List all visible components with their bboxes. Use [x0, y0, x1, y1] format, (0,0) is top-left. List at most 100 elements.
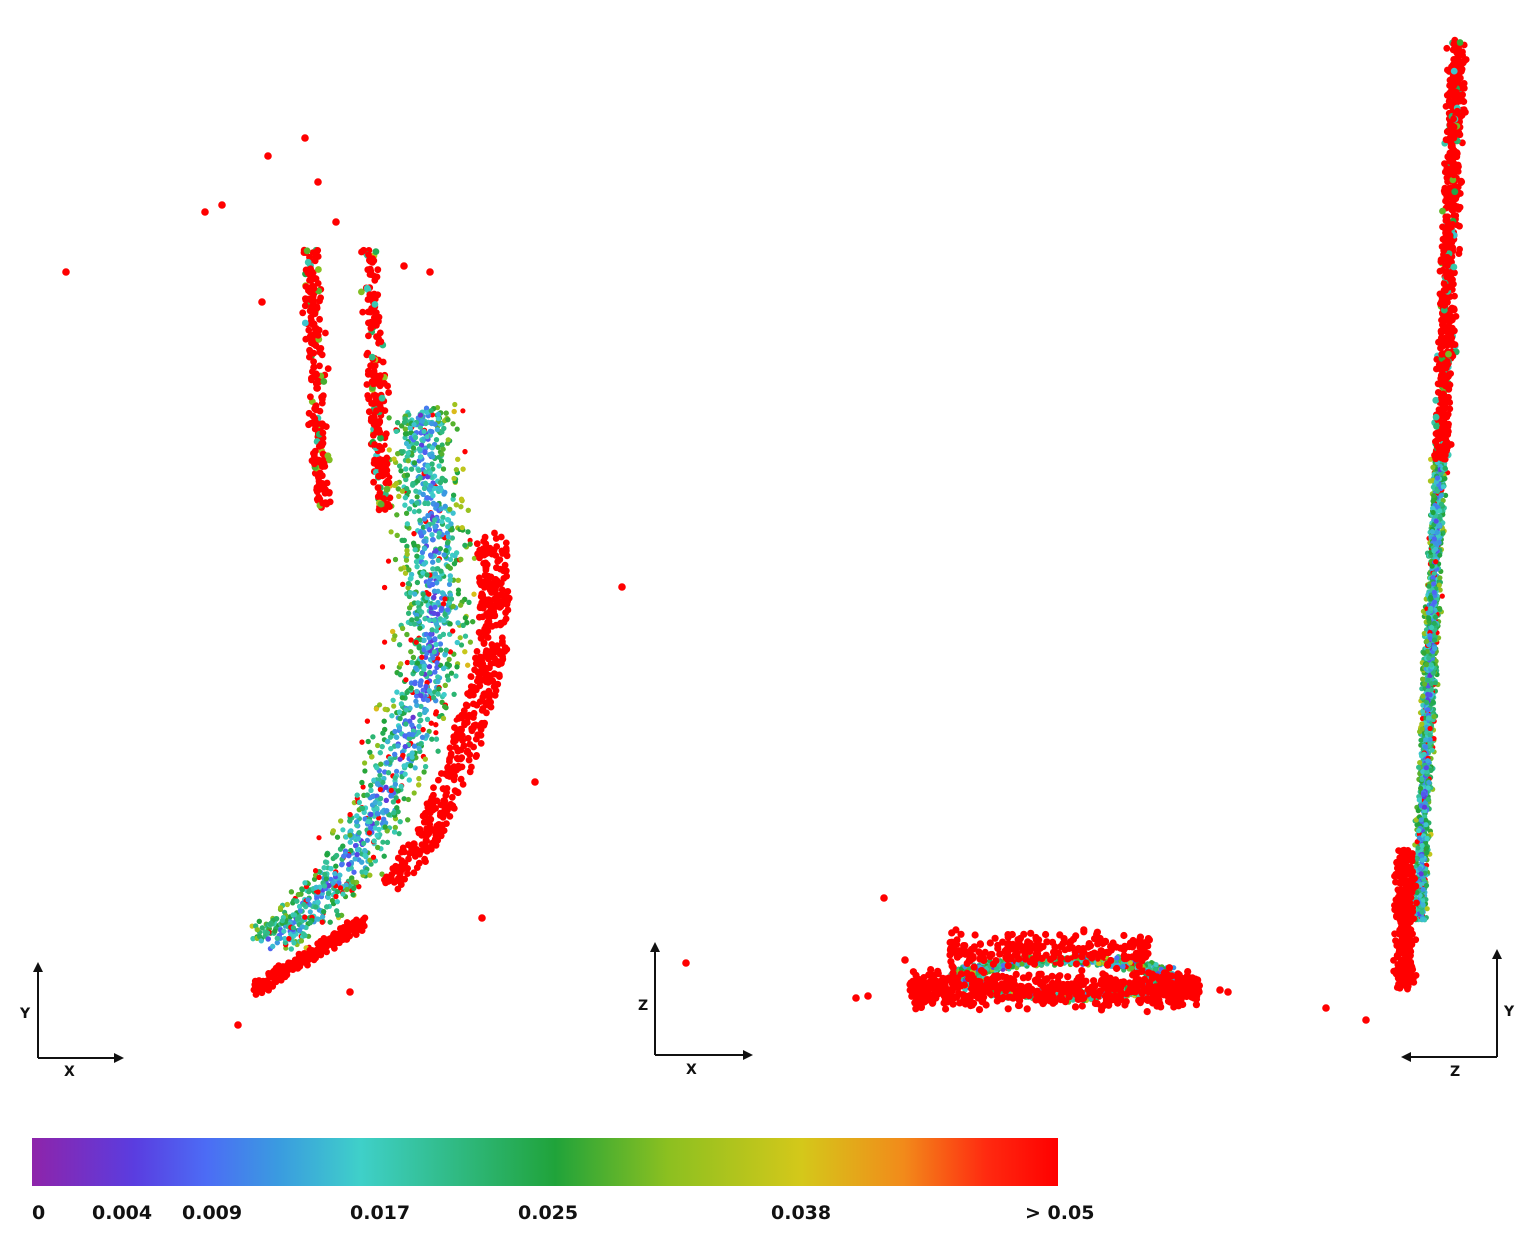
point-cloud-point [306, 277, 313, 284]
point-cloud-point [450, 496, 456, 502]
point-cloud-point [496, 591, 504, 599]
point-cloud-point [302, 914, 308, 920]
point-cloud-point [447, 577, 453, 583]
point-cloud-point [347, 839, 353, 845]
point-cloud-point [311, 325, 319, 333]
point-cloud-point [340, 925, 347, 933]
point-cloud-point [367, 872, 373, 878]
point-cloud-point [392, 633, 398, 639]
point-cloud-point [422, 480, 428, 486]
point-cloud-point [425, 500, 431, 507]
point-cloud-point [401, 796, 407, 802]
point-cloud-point [435, 776, 442, 784]
point-cloud-point [398, 783, 404, 789]
point-cloud-point [378, 394, 386, 402]
point-cloud-point [386, 877, 394, 885]
point-cloud-point [310, 283, 317, 290]
point-cloud-point [419, 734, 426, 740]
point-cloud-point [414, 553, 420, 559]
point-cloud-point [410, 481, 416, 487]
point-cloud-point [408, 637, 414, 643]
point-cloud-point [333, 863, 339, 869]
point-cloud-point [398, 566, 404, 572]
point-cloud-point [367, 749, 373, 755]
point-cloud-point [234, 1021, 242, 1029]
point-cloud-point [404, 440, 410, 447]
point-cloud-point [364, 718, 370, 724]
point-cloud-point [440, 631, 446, 638]
point-cloud-point [324, 904, 330, 910]
point-cloud-point [383, 820, 389, 826]
point-cloud-point [381, 506, 389, 513]
point-cloud-point [374, 793, 380, 799]
point-cloud-point [377, 457, 385, 465]
point-cloud-point [403, 707, 409, 713]
point-cloud-point [473, 648, 481, 655]
point-cloud-point [409, 499, 415, 505]
point-cloud-point [420, 591, 426, 597]
point-cloud-point [363, 869, 369, 876]
point-cloud-point [376, 815, 382, 821]
point-cloud-point [489, 608, 497, 616]
point-cloud-point [430, 784, 437, 791]
point-cloud-point [432, 571, 438, 577]
point-cloud-point [359, 247, 367, 255]
point-cloud-point [288, 889, 294, 895]
point-cloud-point [402, 431, 409, 437]
point-cloud-point [328, 866, 334, 872]
point-cloud-point [446, 581, 453, 588]
point-cloud-point [332, 871, 338, 877]
point-cloud-point [363, 381, 371, 388]
point-cloud-point [482, 678, 490, 686]
point-cloud-point [429, 420, 435, 427]
point-cloud-point [424, 409, 430, 415]
point-cloud-point [447, 506, 453, 512]
point-cloud-point [477, 581, 485, 589]
point-cloud-point [341, 853, 347, 859]
point-cloud-point [411, 852, 419, 860]
point-cloud-point [310, 363, 318, 371]
point-cloud-point [370, 459, 378, 467]
point-cloud-point [458, 602, 464, 608]
point-cloud-point [258, 298, 266, 306]
point-cloud-point [372, 825, 378, 831]
point-cloud-point [432, 636, 438, 642]
point-cloud-point [301, 319, 309, 327]
point-cloud-point [368, 825, 374, 831]
point-cloud-point [465, 529, 471, 535]
point-cloud-point [476, 604, 484, 612]
point-cloud-point [438, 568, 444, 574]
point-cloud-point [363, 284, 371, 292]
point-cloud-point [477, 732, 485, 739]
point-cloud-point [218, 201, 226, 209]
point-cloud-point [316, 835, 322, 841]
point-cloud-point [424, 732, 430, 739]
point-cloud-point [406, 506, 413, 512]
point-cloud-point [411, 621, 417, 627]
point-cloud-point [491, 529, 498, 537]
point-cloud-point [383, 500, 391, 508]
point-cloud-point [376, 382, 384, 390]
point-cloud-point [354, 813, 360, 819]
point-cloud-point [421, 637, 427, 644]
point-cloud-point [455, 577, 461, 583]
point-cloud-point [278, 905, 284, 911]
point-cloud-point [439, 605, 445, 611]
point-cloud-point [408, 649, 414, 655]
point-cloud-point [455, 587, 462, 593]
point-cloud-point [391, 829, 398, 835]
point-cloud-point [343, 834, 349, 840]
point-cloud-point [400, 752, 406, 758]
point-cloud-point [303, 267, 311, 275]
point-cloud-point [445, 677, 451, 683]
point-cloud-point [418, 741, 424, 747]
point-cloud-point [443, 548, 449, 554]
point-cloud-point [385, 770, 392, 776]
point-cloud-point [441, 797, 449, 805]
point-cloud-point [450, 510, 456, 516]
point-cloud-point [378, 761, 384, 767]
point-cloud-point [450, 776, 458, 784]
point-cloud-point [467, 639, 473, 645]
point-cloud-point [395, 451, 401, 457]
point-cloud-point [471, 666, 478, 674]
